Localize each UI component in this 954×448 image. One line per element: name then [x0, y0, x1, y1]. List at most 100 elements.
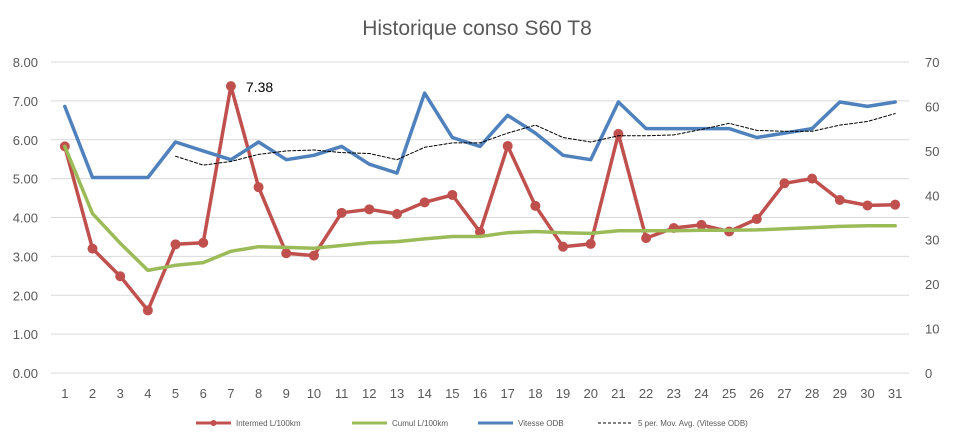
x-axis-tick-label: 28	[805, 386, 819, 401]
x-axis-tick-label: 30	[860, 386, 874, 401]
data-point	[281, 248, 292, 259]
x-axis-tick-label: 16	[473, 386, 487, 401]
legend-item: Vitesse ODB	[478, 419, 564, 428]
series-line	[63, 91, 897, 180]
data-point	[696, 219, 707, 230]
data-point	[585, 238, 596, 249]
x-axis-tick-label: 26	[750, 386, 764, 401]
series-line	[175, 113, 896, 166]
data-point	[530, 200, 541, 211]
data-point	[308, 250, 319, 261]
data-point	[447, 189, 458, 200]
x-axis-tick-label: 23	[667, 386, 681, 401]
x-axis-tick-label: 17	[500, 386, 514, 401]
data-point	[391, 209, 402, 220]
x-axis-tick-label: 21	[611, 386, 625, 401]
x-axis-tick-label: 6	[200, 386, 207, 401]
data-point	[87, 243, 98, 254]
left-axis-ticks: 0.00 1.00 2.00 3.00 4.00 5.00 6.00 7.00 8.00	[13, 55, 38, 381]
series-layer	[59, 81, 901, 316]
data-point	[115, 271, 126, 282]
series-1	[63, 144, 897, 273]
x-axis-tick-label: 10	[307, 386, 321, 401]
series-2	[63, 91, 897, 180]
x-axis-tick-label: 22	[639, 386, 653, 401]
legend-item: Cumul L/100km	[352, 419, 448, 428]
data-point	[558, 241, 569, 252]
x-axis-tick-label: 24	[694, 386, 708, 401]
right-axis-tick-label: 60	[925, 99, 939, 114]
x-axis-tick-label: 19	[556, 386, 570, 401]
left-axis-tick-label: 5.00	[13, 172, 38, 187]
left-axis-tick-label: 8.00	[13, 55, 38, 70]
data-point	[613, 128, 624, 139]
x-axis-tick-label: 15	[445, 386, 459, 401]
data-point	[834, 195, 845, 206]
data-point	[198, 237, 209, 248]
data-point	[364, 204, 375, 215]
legend-item: 5 per. Mov. Avg. (Vitesse ODB)	[598, 419, 748, 428]
data-point	[419, 197, 430, 208]
x-axis-tick-label: 27	[777, 386, 791, 401]
x-axis-tick-label: 5	[172, 386, 179, 401]
data-point	[502, 140, 513, 151]
x-axis-tick-label: 4	[144, 386, 151, 401]
left-axis-tick-label: 0.00	[13, 366, 38, 381]
x-axis-tick-label: 14	[417, 386, 431, 401]
right-axis-tick-label: 40	[925, 188, 939, 203]
right-axis-tick-label: 70	[925, 55, 939, 70]
legend-label: Cumul L/100km	[392, 419, 448, 428]
chart-title: Historique conso S60 T8	[362, 17, 592, 40]
legend-label: Intermed L/100km	[236, 419, 301, 428]
series-3	[175, 113, 896, 166]
annotations: 7.38	[246, 79, 273, 95]
x-axis-tick-label: 8	[255, 386, 262, 401]
x-axis-tick-label: 9	[283, 386, 290, 401]
left-axis-tick-label: 2.00	[13, 288, 38, 303]
x-axis-tick-label: 3	[117, 386, 124, 401]
grid-lines	[51, 61, 909, 374]
left-axis-tick-label: 4.00	[13, 211, 38, 226]
data-point	[253, 182, 264, 193]
data-point	[890, 199, 901, 210]
data-point	[225, 81, 236, 92]
data-point	[807, 173, 818, 184]
right-axis-tick-label: 30	[925, 233, 939, 248]
legend-label: 5 per. Mov. Avg. (Vitesse ODB)	[638, 419, 748, 428]
x-axis-tick-label: 2	[89, 386, 96, 401]
legend-item: Intermed L/100km	[196, 419, 301, 428]
x-axis-tick-label: 31	[888, 386, 902, 401]
left-axis-tick-label: 6.00	[13, 133, 38, 148]
data-label: 7.38	[246, 79, 273, 95]
series-line	[63, 144, 897, 273]
data-point	[779, 178, 790, 189]
right-axis-ticks: 0 10 20 30 40 50 60 70	[925, 55, 939, 381]
x-axis-tick-label: 1	[61, 386, 68, 401]
x-axis-tick-label: 29	[833, 386, 847, 401]
right-axis-tick-label: 20	[925, 277, 939, 292]
data-point	[751, 214, 762, 225]
x-axis-ticks: 1 2 3 4 5 6 7 8 9 10 11 12 13 14 15 16 17 18 19 20 21 22 23 24 2…	[61, 386, 902, 401]
x-axis-tick-label: 20	[583, 386, 597, 401]
left-axis-tick-label: 7.00	[13, 94, 38, 109]
data-point	[336, 207, 347, 218]
data-point	[142, 305, 153, 316]
x-axis-tick-label: 12	[362, 386, 376, 401]
data-point	[641, 233, 652, 244]
left-axis-tick-label: 3.00	[13, 249, 38, 264]
x-axis-tick-label: 18	[528, 386, 542, 401]
right-axis-tick-label: 10	[925, 322, 939, 337]
data-point	[862, 200, 873, 211]
legend: Intermed L/100km Cumul L/100km Vitesse ODB…	[196, 419, 748, 428]
x-axis-tick-label: 13	[390, 386, 404, 401]
left-axis-tick-label: 1.00	[13, 327, 38, 342]
x-axis-tick-label: 7	[227, 386, 234, 401]
data-point	[170, 239, 181, 250]
x-axis-tick-label: 25	[722, 386, 736, 401]
right-axis-tick-label: 50	[925, 144, 939, 159]
right-axis-tick-label: 0	[925, 366, 932, 381]
legend-marker	[210, 420, 217, 426]
x-axis-tick-label: 11	[335, 386, 349, 401]
